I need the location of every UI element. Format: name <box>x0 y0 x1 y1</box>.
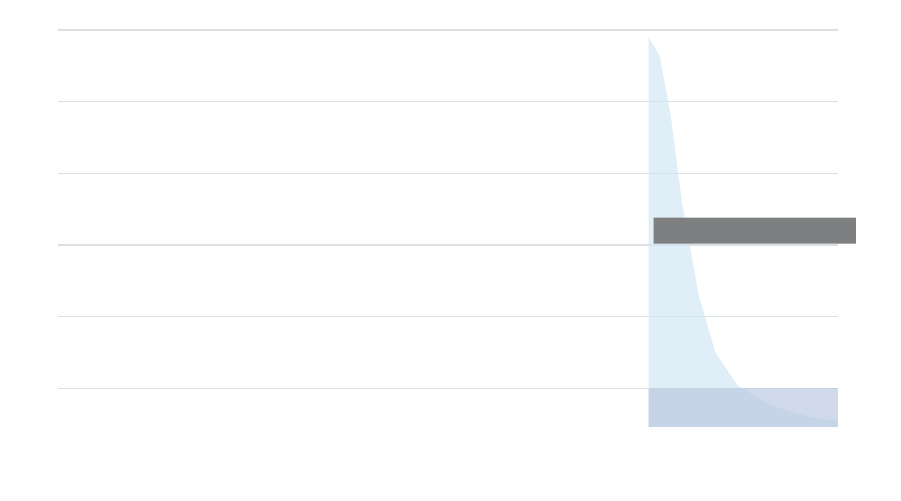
freezer-band <box>649 388 838 427</box>
temperature-chart <box>0 0 901 501</box>
duration-band <box>654 218 856 244</box>
